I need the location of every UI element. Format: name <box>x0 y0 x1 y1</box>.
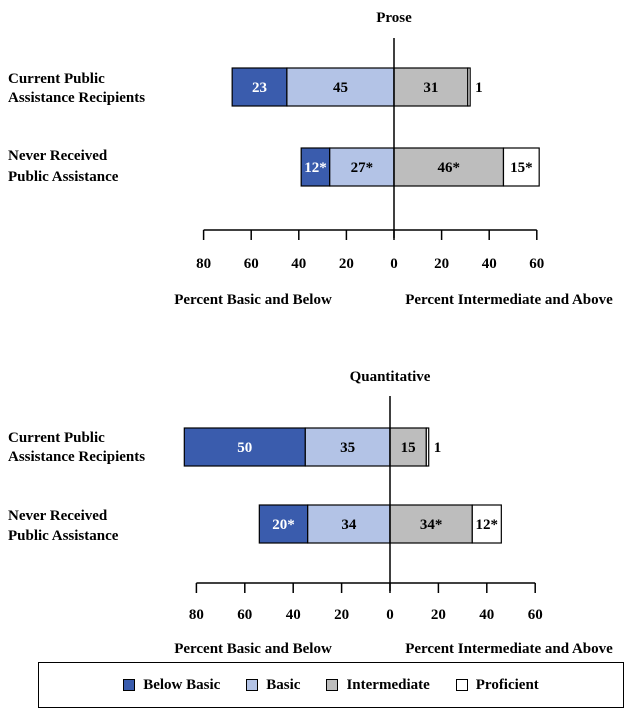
legend-item-below-basic: Below Basic <box>123 677 220 694</box>
category-label-prose-1-line1: Public Assistance <box>8 169 119 185</box>
x-tick-label-prose-3: 20 <box>339 256 354 272</box>
bar-quantitative-0-proficient <box>425 427 430 467</box>
bar-quantitative-1-intermediate <box>389 504 473 544</box>
legend-swatch-intermediate <box>326 679 339 691</box>
bar-prose-1-basic <box>329 147 395 187</box>
category-label-quantitative-1-line1: Public Assistance <box>8 528 119 544</box>
x-tick-label-quantitative-5: 20 <box>431 607 446 623</box>
category-label-quantitative-0-line0: Current Public <box>8 430 105 446</box>
bar-quantitative-0-basic <box>304 427 391 467</box>
data-label-prose-0-basic: 45 <box>333 80 348 96</box>
bar-quantitative-1-proficient <box>471 504 502 544</box>
bar-prose-0-intermediate <box>393 67 469 107</box>
x-axis-label-right-prose: Percent Intermediate and Above <box>405 292 613 308</box>
chart-canvas: Prose Current Public Assistance Recipients… <box>8 10 613 657</box>
x-tick-label-quantitative-7: 60 <box>528 607 543 623</box>
bar-prose-1-proficient <box>502 147 540 187</box>
legend-label-proficient: Proficient <box>475 676 539 693</box>
x-tick-label-prose-5: 20 <box>434 256 449 272</box>
data-label-prose-1-below-basic: 12* <box>304 160 327 176</box>
category-label-prose-0-line1: Assistance Recipients <box>8 90 145 106</box>
category-label-quantitative-0-line1: Assistance Recipients <box>8 449 145 465</box>
x-tick-label-prose-4: 0 <box>390 256 398 272</box>
category-label-prose-0-line0: Current Public <box>8 71 105 87</box>
x-tick-label-prose-1: 60 <box>244 256 259 272</box>
x-tick-label-prose-2: 40 <box>291 256 306 272</box>
data-label-quantitative-1-proficient: 12* <box>476 517 499 533</box>
category-label-quantitative-1-line0: Never Received <box>8 508 108 524</box>
x-axis-label-right-quantitative: Percent Intermediate and Above <box>405 641 613 657</box>
x-tick-label-prose-0: 80 <box>196 256 211 272</box>
legend-swatch-below-basic <box>123 679 136 691</box>
x-tick-label-quantitative-0: 80 <box>189 607 204 623</box>
bar-quantitative-1-basic <box>307 504 391 544</box>
chart-title-quantitative: Quantitative <box>350 369 431 385</box>
data-label-quantitative-0-intermediate: 15 <box>401 440 416 456</box>
data-label-quantitative-1-below-basic: 20* <box>272 517 295 533</box>
data-label-prose-1-proficient: 15* <box>510 160 533 176</box>
data-label-quantitative-1-basic: 34 <box>341 517 357 533</box>
x-axis-label-left-quantitative: Percent Basic and Below <box>174 641 332 657</box>
x-tick-label-quantitative-2: 40 <box>286 607 301 623</box>
chart-legend: Below Basic Basic Intermediate Proficien… <box>38 662 624 708</box>
bar-prose-0-proficient <box>467 67 471 107</box>
data-label-quantitative-0-proficient: 1 <box>434 440 442 456</box>
data-label-prose-0-proficient: 1 <box>475 80 483 96</box>
category-label-prose-1-line0: Never Received <box>8 148 108 164</box>
legend-item-basic: Basic <box>246 677 300 694</box>
bar-quantitative-1-below-basic <box>258 504 309 544</box>
legend-label-basic: Basic <box>266 676 301 693</box>
legend-label-below-basic: Below Basic <box>143 676 221 693</box>
legend-swatch-basic <box>246 679 259 691</box>
legend-item-proficient: Proficient <box>455 676 539 694</box>
legend-swatch-proficient <box>455 679 468 691</box>
data-label-prose-0-below-basic: 23 <box>252 80 267 96</box>
data-label-quantitative-0-basic: 35 <box>340 440 355 456</box>
bar-quantitative-0-below-basic <box>183 427 306 467</box>
x-tick-label-quantitative-1: 60 <box>237 607 252 623</box>
x-axis-label-left-prose: Percent Basic and Below <box>174 292 332 308</box>
data-label-quantitative-0-below-basic: 50 <box>237 440 252 456</box>
x-tick-label-quantitative-3: 20 <box>334 607 349 623</box>
data-label-quantitative-1-intermediate: 34* <box>420 517 443 533</box>
x-tick-label-quantitative-6: 40 <box>479 607 494 623</box>
data-label-prose-1-intermediate: 46* <box>437 160 460 176</box>
x-tick-label-prose-7: 60 <box>529 256 544 272</box>
legend-label-intermediate: Intermediate <box>346 676 430 693</box>
legend-item-intermediate: Intermediate <box>326 676 430 694</box>
data-label-prose-1-basic: 27* <box>351 160 374 176</box>
data-label-prose-0-intermediate: 31 <box>423 80 438 96</box>
chart-title-prose: Prose <box>376 10 412 26</box>
x-tick-label-quantitative-4: 0 <box>386 607 394 623</box>
bar-prose-0-basic <box>286 67 395 107</box>
x-tick-label-prose-6: 40 <box>482 256 497 272</box>
bar-prose-0-below-basic <box>231 67 288 107</box>
